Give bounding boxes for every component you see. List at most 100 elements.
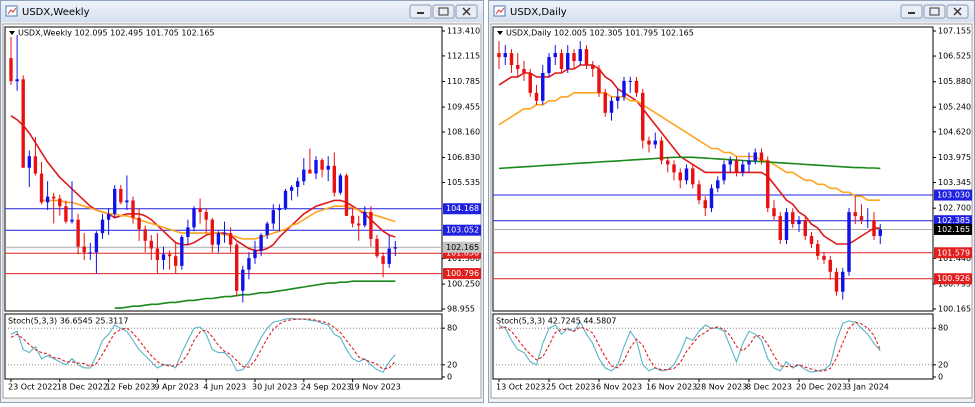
candle-body bbox=[591, 65, 595, 69]
window-title: USDX,Daily bbox=[510, 7, 567, 18]
candle-body bbox=[791, 212, 795, 225]
minimize-glyph bbox=[908, 12, 915, 14]
candle-body bbox=[822, 255, 826, 260]
moving-average bbox=[10, 115, 396, 252]
candle-body bbox=[753, 152, 757, 161]
y-tick-label: 113.410 bbox=[447, 27, 480, 36]
candle-body bbox=[522, 68, 526, 73]
candle-body bbox=[678, 172, 682, 181]
moving-average bbox=[114, 280, 396, 309]
y-tick-label: 106.525 bbox=[938, 52, 971, 61]
candle-body bbox=[137, 217, 141, 230]
candle-body bbox=[344, 175, 349, 216]
candle-body bbox=[503, 53, 507, 58]
candle-body bbox=[709, 188, 714, 209]
candle-body bbox=[259, 235, 263, 251]
minimize-button[interactable] bbox=[409, 4, 432, 19]
stoch-line bbox=[498, 321, 881, 372]
minimize-button[interactable] bbox=[900, 4, 923, 19]
candle-body bbox=[834, 271, 839, 292]
candle-body bbox=[302, 169, 306, 182]
candle-body bbox=[326, 165, 330, 170]
window-title: USDX,Weekly bbox=[22, 7, 90, 18]
candle-body bbox=[772, 208, 776, 217]
candle-body bbox=[597, 68, 601, 93]
candle-body bbox=[622, 80, 626, 97]
candle-body bbox=[167, 254, 172, 257]
candle-body bbox=[853, 212, 857, 217]
current-price-label: 102.165 bbox=[446, 243, 479, 252]
candle-body bbox=[149, 240, 153, 249]
candle-body bbox=[716, 180, 720, 189]
candle-body bbox=[52, 196, 56, 199]
y-tick-label: 107.155 bbox=[938, 27, 971, 36]
window-icon-mark bbox=[7, 7, 17, 15]
candle-body bbox=[778, 216, 782, 240]
x-tick-label: 6 Nov 2023 bbox=[596, 383, 642, 392]
x-tick-label: 3 Jan 2024 bbox=[846, 383, 889, 392]
candle-body bbox=[728, 160, 732, 165]
x-tick-label: 12 Feb 2023 bbox=[106, 383, 156, 392]
candle-body bbox=[210, 219, 214, 245]
candle-body bbox=[393, 247, 397, 249]
stoch-tick-label: 80 bbox=[447, 324, 457, 333]
candle-body bbox=[113, 188, 117, 214]
price-header: USDX,Daily 102.005 102.305 101.795 102.1… bbox=[506, 29, 694, 38]
candle-body bbox=[125, 200, 129, 203]
candle-body bbox=[616, 96, 620, 101]
candle-body bbox=[828, 259, 832, 272]
candle-body bbox=[566, 53, 570, 69]
candle-body bbox=[516, 65, 520, 69]
y-tick-label: 105.240 bbox=[938, 103, 971, 112]
price-plot bbox=[493, 41, 933, 300]
candle-body bbox=[509, 53, 514, 66]
price-pane bbox=[4, 26, 443, 312]
candle-body bbox=[308, 169, 312, 174]
y-tick-label: 106.830 bbox=[447, 153, 480, 162]
y-tick-label: 104.620 bbox=[938, 127, 971, 136]
y-tick-label: 98.955 bbox=[447, 305, 475, 314]
candle-body bbox=[859, 216, 864, 221]
candle-body bbox=[653, 140, 657, 145]
stoch-plot bbox=[493, 320, 933, 373]
candle-body bbox=[369, 211, 373, 239]
maximize-button[interactable] bbox=[923, 4, 946, 19]
moving-average bbox=[498, 92, 881, 201]
maximize-glyph bbox=[929, 7, 940, 16]
level-label: 102.385 bbox=[937, 216, 970, 225]
candle-body bbox=[722, 164, 726, 181]
x-tick-label: 20 Dec 2023 bbox=[796, 383, 847, 392]
candle-body bbox=[241, 269, 245, 291]
level-label: 100.796 bbox=[446, 269, 479, 278]
candle-body bbox=[88, 252, 92, 254]
y-tick-label: 109.455 bbox=[447, 103, 480, 112]
candle-body bbox=[541, 72, 545, 101]
stoch-line bbox=[10, 318, 396, 370]
candle-body bbox=[381, 256, 385, 264]
title-bar bbox=[1, 1, 483, 22]
candle-body bbox=[387, 248, 391, 264]
candle-body bbox=[766, 160, 770, 209]
x-tick-label: 23 Oct 2022 bbox=[8, 383, 57, 392]
candle-body bbox=[222, 233, 227, 235]
y-tick-label: 112.115 bbox=[447, 51, 480, 60]
y-tick-label: 103.345 bbox=[938, 178, 971, 187]
candle-body bbox=[192, 208, 196, 228]
level-label: 104.168 bbox=[446, 204, 479, 213]
header-marker bbox=[497, 31, 503, 35]
x-tick-label: 19 Nov 2023 bbox=[350, 383, 401, 392]
y-tick-label: 108.160 bbox=[447, 127, 480, 136]
candle-body bbox=[15, 79, 19, 82]
x-tick-label: 16 Nov 2023 bbox=[646, 383, 697, 392]
maximize-button[interactable] bbox=[432, 4, 455, 19]
level-label: 101.856 bbox=[446, 249, 479, 258]
candle-body bbox=[809, 236, 814, 244]
candle-body bbox=[803, 220, 807, 237]
price-plot bbox=[5, 35, 442, 309]
candle-body bbox=[734, 160, 739, 173]
title-bar bbox=[489, 1, 974, 22]
candle-body bbox=[584, 49, 589, 66]
current-price-label: 102.165 bbox=[937, 225, 970, 234]
candle-body bbox=[672, 164, 676, 173]
